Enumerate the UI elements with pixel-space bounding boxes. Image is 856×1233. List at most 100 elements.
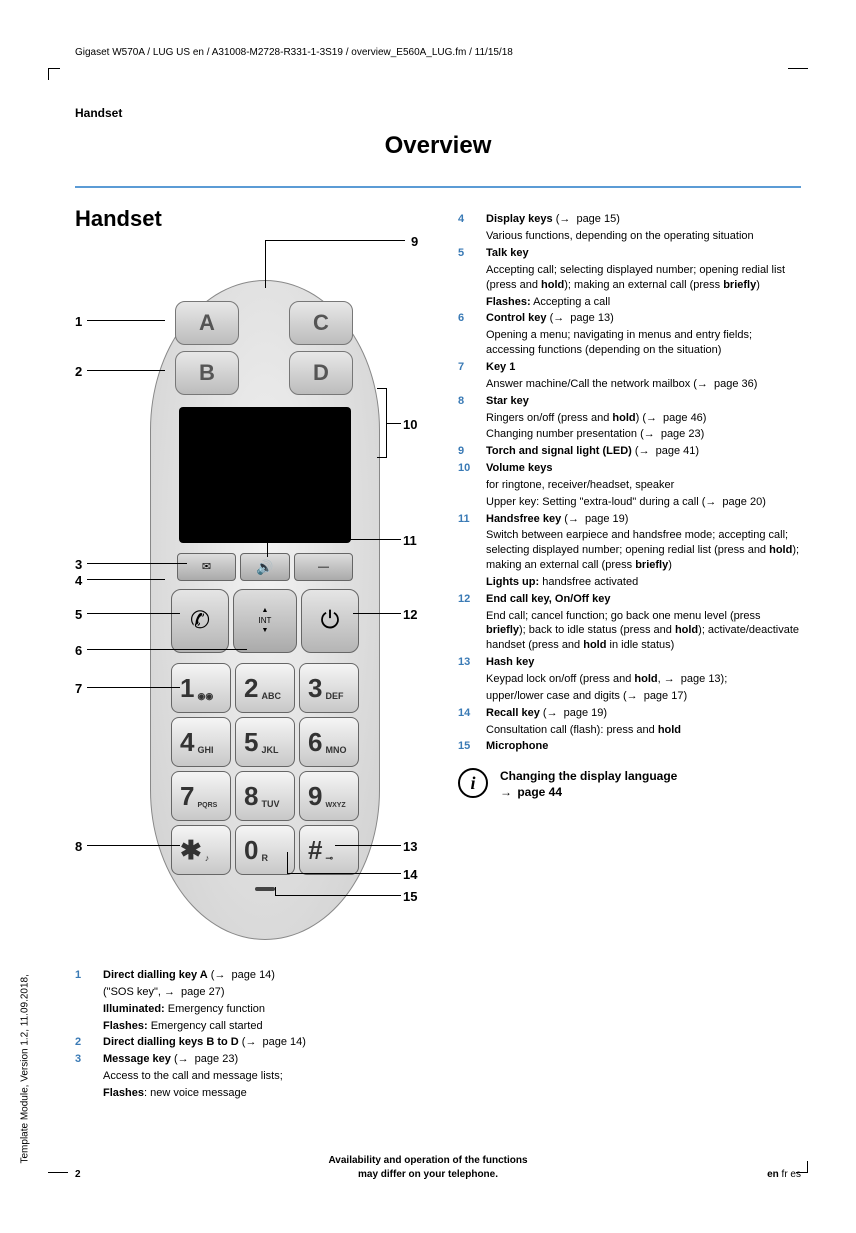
def-14: 14 Recall key ( page 19)	[458, 706, 801, 721]
callout-line	[353, 613, 401, 614]
def-body: Volume keys	[486, 461, 801, 476]
right-definitions: 4 Display keys ( page 15) Various functi…	[458, 212, 801, 754]
def-sub: End call; cancel function; go back one m…	[486, 609, 801, 654]
callout-line	[265, 240, 266, 288]
callout-7: 7	[75, 680, 82, 698]
def-num: 14	[458, 706, 486, 721]
softkey-row: ✉ 🔊 —	[177, 553, 353, 581]
def-body: Direct dialling key A ( page 14)	[103, 968, 430, 983]
def-11: 11 Handsfree key ( page 19)	[458, 512, 801, 527]
def-num: 2	[75, 1035, 103, 1050]
def-body: Microphone	[486, 739, 801, 754]
footer: 2 Availability and operation of the func…	[75, 1154, 801, 1181]
header-path: Gigaset W570A / LUG US en / A31008-M2728…	[75, 46, 513, 60]
callout-14: 14	[403, 866, 417, 884]
def-15: 15 Microphone	[458, 739, 801, 754]
running-head: Handset	[75, 105, 122, 121]
def-body: End call key, On/Off key	[486, 592, 801, 607]
key-7: 7PQRS	[171, 771, 231, 821]
microphone	[255, 887, 275, 891]
def-num: 15	[458, 739, 486, 754]
callout-1: 1	[75, 313, 82, 331]
left-definitions: 1 Direct dialling key A ( page 14) ("SOS…	[75, 968, 430, 1101]
callout-5: 5	[75, 606, 82, 624]
def-num: 9	[458, 444, 486, 459]
key-8: 8TUV	[235, 771, 295, 821]
callout-line	[267, 539, 268, 557]
def-sub: Illuminated: Emergency function	[103, 1002, 430, 1017]
def-sub: Flashes: Accepting a call	[486, 295, 801, 310]
callout-3: 3	[75, 556, 82, 574]
key-5: 5JKL	[235, 717, 295, 767]
key-9: 9WXYZ	[299, 771, 359, 821]
softkey-left: ✉	[177, 553, 236, 581]
def-1: 1 Direct dialling key A ( page 14)	[75, 968, 430, 983]
def-3: 3 Message key ( page 23)	[75, 1052, 430, 1067]
info-icon: i	[458, 768, 488, 798]
def-sub: Various functions, depending on the oper…	[486, 229, 801, 244]
key-1: 1◉◉	[171, 663, 231, 713]
callout-line	[87, 370, 165, 371]
callout-line	[275, 887, 276, 895]
content-columns: Handset A B C D ✉ 🔊 — ✆ ▲ INT	[75, 204, 801, 1102]
def-body: Talk key	[486, 246, 801, 261]
callout-line	[335, 845, 401, 846]
def-sub: Switch between earpiece and handsfree mo…	[486, 528, 801, 573]
softkey-right: —	[294, 553, 353, 581]
def-12: 12 End call key, On/Off key	[458, 592, 801, 607]
def-num: 5	[458, 246, 486, 261]
keypad: 1◉◉ 2ABC 3DEF 4GHI 5JKL 6MNO 7PQRS 8TUV …	[171, 663, 359, 875]
callout-6: 6	[75, 642, 82, 660]
callout-9: 9	[411, 233, 418, 251]
def-num: 6	[458, 311, 486, 326]
callout-line	[387, 423, 401, 424]
direct-key-d: D	[289, 351, 353, 395]
callout-10: 10	[403, 416, 417, 434]
callout-line	[287, 873, 401, 874]
def-num: 7	[458, 360, 486, 375]
def-10: 10 Volume keys	[458, 461, 801, 476]
def-body: Message key ( page 23)	[103, 1052, 430, 1067]
def-sub: Keypad lock on/off (press and hold, page…	[486, 672, 801, 687]
def-body: Key 1	[486, 360, 801, 375]
callout-line	[265, 240, 405, 241]
control-key: ▲ INT ▼	[233, 589, 297, 653]
callout-line	[87, 649, 247, 650]
def-num: 10	[458, 461, 486, 476]
def-sub: Flashes: new voice message	[103, 1086, 430, 1101]
def-num: 11	[458, 512, 486, 527]
def-num: 3	[75, 1052, 103, 1067]
def-body: Star key	[486, 394, 801, 409]
callout-8: 8	[75, 838, 82, 856]
def-num: 8	[458, 394, 486, 409]
def-13: 13 Hash key	[458, 655, 801, 670]
callout-line	[267, 539, 401, 540]
def-num: 13	[458, 655, 486, 670]
def-sub: Lights up: handsfree activated	[486, 575, 801, 590]
volume-keys-bracket	[377, 388, 387, 458]
def-body: Handsfree key ( page 19)	[486, 512, 801, 527]
callout-15: 15	[403, 888, 417, 906]
def-num: 4	[458, 212, 486, 227]
def-sub: Access to the call and message lists;	[103, 1069, 430, 1084]
def-body: Hash key	[486, 655, 801, 670]
int-label: INT	[259, 616, 272, 627]
handset-diagram: A B C D ✉ 🔊 — ✆ ▲ INT ▼ ⏻	[75, 240, 430, 960]
key-2: 2ABC	[235, 663, 295, 713]
direct-key-b: B	[175, 351, 239, 395]
end-key: ⏻	[301, 589, 359, 653]
crop-mark	[48, 68, 60, 80]
def-6: 6 Control key ( page 13)	[458, 311, 801, 326]
callout-12: 12	[403, 606, 417, 624]
right-column: 4 Display keys ( page 15) Various functi…	[458, 204, 801, 1102]
talk-key: ✆	[171, 589, 229, 653]
direct-key-a: A	[175, 301, 239, 345]
template-version: Template Module, Version 1.2, 11.09.2018…	[19, 974, 33, 1163]
def-num: 12	[458, 592, 486, 607]
handset-heading: Handset	[75, 204, 430, 234]
def-9: 9 Torch and signal light (LED) ( page 41…	[458, 444, 801, 459]
footer-center: Availability and operation of the functi…	[115, 1154, 741, 1181]
key-star: ✱♪	[171, 825, 231, 875]
footer-lang: en fr es	[741, 1168, 801, 1182]
callout-line	[87, 613, 180, 614]
